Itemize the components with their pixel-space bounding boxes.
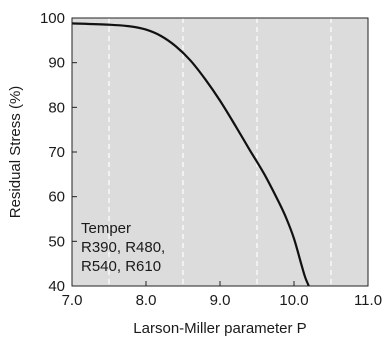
y-tick-label-4: 80 [48, 99, 65, 116]
y-tick-labels: 40 50 60 70 80 90 100 [40, 10, 65, 295]
plot-background [72, 18, 368, 286]
annotation-title: Temper [81, 220, 131, 237]
y-tick-label-1: 50 [48, 233, 65, 250]
annotation-line-1: R390, R480, [81, 239, 165, 256]
annotation-line-2: R540, R610 [81, 258, 161, 275]
x-tick-label-0: 7.0 [62, 292, 83, 309]
x-tick-label-4: 11.0 [354, 292, 382, 309]
y-axis-title: Residual Stress (%) [7, 86, 24, 219]
x-tick-label-3: 10.0 [279, 292, 308, 309]
x-tick-labels: 7.0 8.0 9.0 10.0 11.0 [62, 292, 382, 309]
x-tick-label-2: 9.0 [210, 292, 231, 309]
axis-ticks [71, 17, 369, 287]
x-tick-label-1: 8.0 [136, 292, 157, 309]
x-axis-title: Larson-Miller parameter P [133, 320, 306, 337]
y-tick-label-2: 60 [48, 189, 65, 206]
data-line [71, 22, 310, 287]
y-tick-label-3: 70 [48, 144, 65, 161]
y-tick-label-0: 40 [48, 278, 65, 295]
y-tick-label-6: 100 [40, 10, 65, 27]
y-tick-label-5: 90 [48, 55, 65, 72]
